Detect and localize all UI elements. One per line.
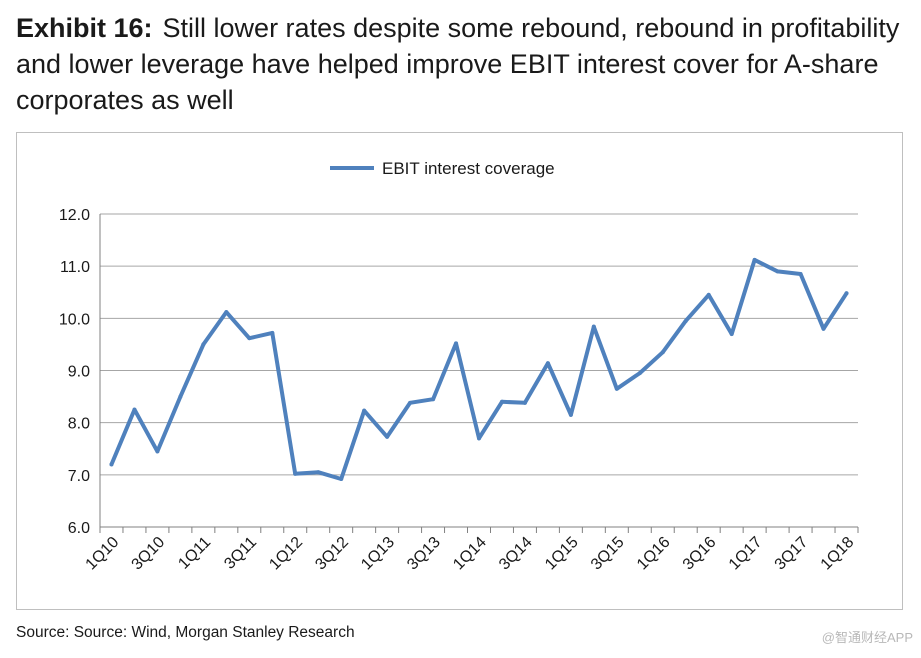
data-point [201,342,206,347]
data-point [499,399,504,404]
x-tick-label: 3Q14 [496,534,536,574]
legend-label: EBIT interest coverage [382,159,555,178]
x-tick-label: 3Q15 [588,534,628,574]
x-tick-label: 3Q11 [221,534,260,573]
data-point [247,336,252,341]
x-tick-label: 1Q15 [542,534,582,574]
x-tick-label: 1Q17 [726,534,766,574]
x-tick-label: 3Q13 [404,534,444,574]
y-tick-label: 11.0 [60,259,90,276]
exhibit-label: Exhibit 16: [16,13,153,43]
x-tick-label: 1Q18 [818,534,858,574]
x-tick-label: 1Q11 [175,534,214,573]
data-point [224,310,229,315]
data-point [775,269,780,274]
data-point [752,257,757,262]
x-tick-label: 1Q14 [450,534,490,574]
data-point [132,407,137,412]
source-note: Source: Source: Wind, Morgan Stanley Res… [16,624,355,641]
exhibit-title: Exhibit 16: Still lower rates despite som… [16,10,906,118]
x-tick-label: 3Q17 [772,534,812,574]
data-point [568,412,573,417]
exhibit-title-text: Still lower rates despite some rebound, … [16,13,900,115]
data-point [614,386,619,391]
data-point [454,341,459,346]
data-point [362,408,367,413]
y-tick-label: 8.0 [68,416,90,433]
data-point [408,400,413,405]
y-tick-label: 10.0 [59,311,90,328]
data-point [293,471,298,476]
y-tick-label: 6.0 [68,520,90,537]
x-tick-label: 1Q16 [634,534,674,574]
x-tick-label: 1Q12 [266,534,306,574]
data-point [477,436,481,441]
data-point [270,330,275,335]
data-point [637,371,642,376]
data-point [706,292,711,297]
data-point [155,449,160,454]
data-point [316,470,321,475]
line-chart: 6.0 7.0 8.0 9.0 10.0 11.0 12.0 1Q10 3Q10 1Q11 3Q11… [59,159,859,574]
data-point [798,271,803,276]
x-tick-label: 1Q13 [358,534,398,574]
series-line-ebit-interest-coverage [109,257,849,481]
data-point [178,394,183,399]
watermark: @智通财经APP [821,630,913,645]
data-point [729,331,734,336]
data-point [431,397,436,402]
data-point [545,361,550,366]
x-tick-label: 3Q16 [680,534,720,574]
x-tick-label: 1Q10 [83,534,123,574]
x-tick-label: 3Q10 [129,534,169,574]
y-tick-label: 7.0 [68,468,90,485]
y-tick-label: 12.0 [59,207,90,224]
data-point [385,434,390,439]
y-tick-label: 9.0 [68,364,90,381]
data-point [660,350,665,355]
data-point [591,324,596,329]
data-point [821,326,826,331]
x-tick-label: 3Q12 [312,534,352,574]
data-point [339,477,344,482]
data-point [109,462,114,467]
chart-frame [16,132,903,610]
data-point [683,318,688,323]
data-point [844,291,849,296]
data-point [522,400,527,405]
